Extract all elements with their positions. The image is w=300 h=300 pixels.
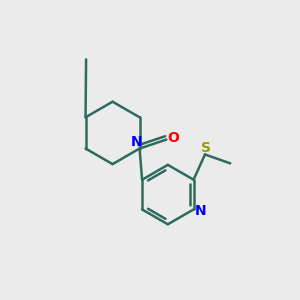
Text: O: O — [167, 131, 179, 145]
Text: N: N — [131, 135, 142, 149]
Text: N: N — [194, 204, 206, 218]
Text: S: S — [202, 141, 212, 155]
